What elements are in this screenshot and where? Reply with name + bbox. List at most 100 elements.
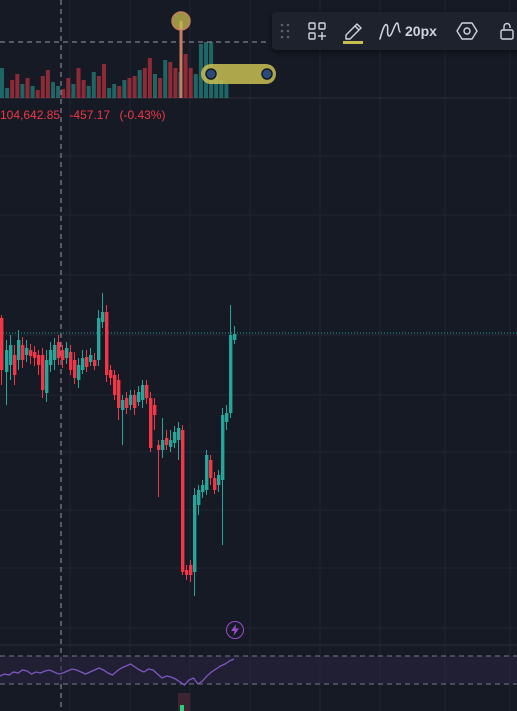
drawing-anchor-right[interactable] [261,68,273,80]
candle [153,398,157,430]
volume-bar [183,54,188,98]
volume-bar [163,60,168,98]
candle [13,345,17,385]
volume-bar [91,72,96,98]
volume-bar [30,86,35,98]
settings-button[interactable] [452,16,482,46]
drawing-toolbar: 20px [272,12,517,50]
candle [229,305,233,418]
price-change: -457.17 [69,108,111,122]
candle [81,350,85,374]
candle [197,485,201,515]
volume-bar [102,64,106,98]
candle [185,565,189,580]
close-price: 104,642.85 [0,108,61,122]
candle [105,305,109,382]
candle [189,560,193,582]
candle [53,338,57,370]
candle [101,293,105,328]
lock-button[interactable] [492,16,517,46]
volume-bar [10,80,15,98]
candle [17,330,21,370]
candle [5,340,9,405]
candle [117,374,121,420]
candle [125,392,129,414]
candle [173,426,177,448]
volume-bar [35,90,40,98]
drawing-highlight-segment[interactable] [201,64,276,84]
signal-marker [180,705,184,711]
candle [145,380,149,404]
volume-bar [45,70,50,98]
candle [89,348,93,366]
volume-bar [142,68,147,98]
candle [217,470,221,492]
volume-bar [86,86,91,98]
volume-bar [107,88,112,98]
volume-bar [0,68,4,98]
volume-bar [224,84,229,98]
volume-bar [188,68,193,98]
volume-bar [158,78,163,98]
candle [65,342,69,364]
candle [161,418,165,458]
candle [73,352,77,384]
line-width-button[interactable]: 20px [378,16,442,46]
volume-bar [15,74,20,98]
candle [193,488,197,596]
price-change-percent: (-0.43%) [119,108,166,122]
candle [97,310,101,366]
candle [213,472,217,494]
volume-bar [127,78,132,98]
candlestick-series[interactable] [0,293,237,596]
candle [45,350,49,402]
ohlc-legend: 104,642.85 -457.17 (-0.43%) [0,108,171,122]
candle [49,342,53,372]
candle [209,455,213,485]
drawing-anchor-left[interactable] [205,68,217,80]
candle [85,350,89,372]
candle [57,335,61,365]
volume-bar [168,62,173,98]
candle [181,425,185,575]
color-button[interactable] [338,16,368,46]
line-tool-icon [379,22,401,40]
line-width-label: 20px [405,23,437,39]
volume-bar [153,74,157,98]
volume-bar [132,76,137,98]
candle [205,450,209,495]
candle [233,326,237,344]
candle [137,386,141,406]
candle [61,345,65,368]
candle [169,430,173,452]
flash-icon[interactable] [226,621,244,639]
volume-bar [117,86,122,98]
volume-bar [137,70,142,98]
rsi-band [0,656,517,684]
volume-bars [0,42,229,98]
rsi-line [0,658,235,686]
templates-button[interactable] [302,16,332,46]
candle [21,337,25,368]
candle [0,315,4,385]
volume-bar [96,76,101,98]
volume-bar [61,89,66,98]
candle [133,390,137,415]
volume-bar [198,44,203,98]
volume-bar [81,80,86,98]
candle [29,344,33,364]
drawing-anchor-top[interactable] [171,11,191,31]
candle [33,346,37,366]
candle [113,370,117,400]
volume-bar [147,58,152,98]
volume-bar [122,80,127,98]
candle [201,480,205,498]
volume-bar [214,74,219,98]
candle [221,408,225,545]
volume-bar [51,82,55,98]
drag-handle-icon[interactable] [278,21,292,41]
candle [121,395,125,445]
volume-bar [5,88,10,98]
